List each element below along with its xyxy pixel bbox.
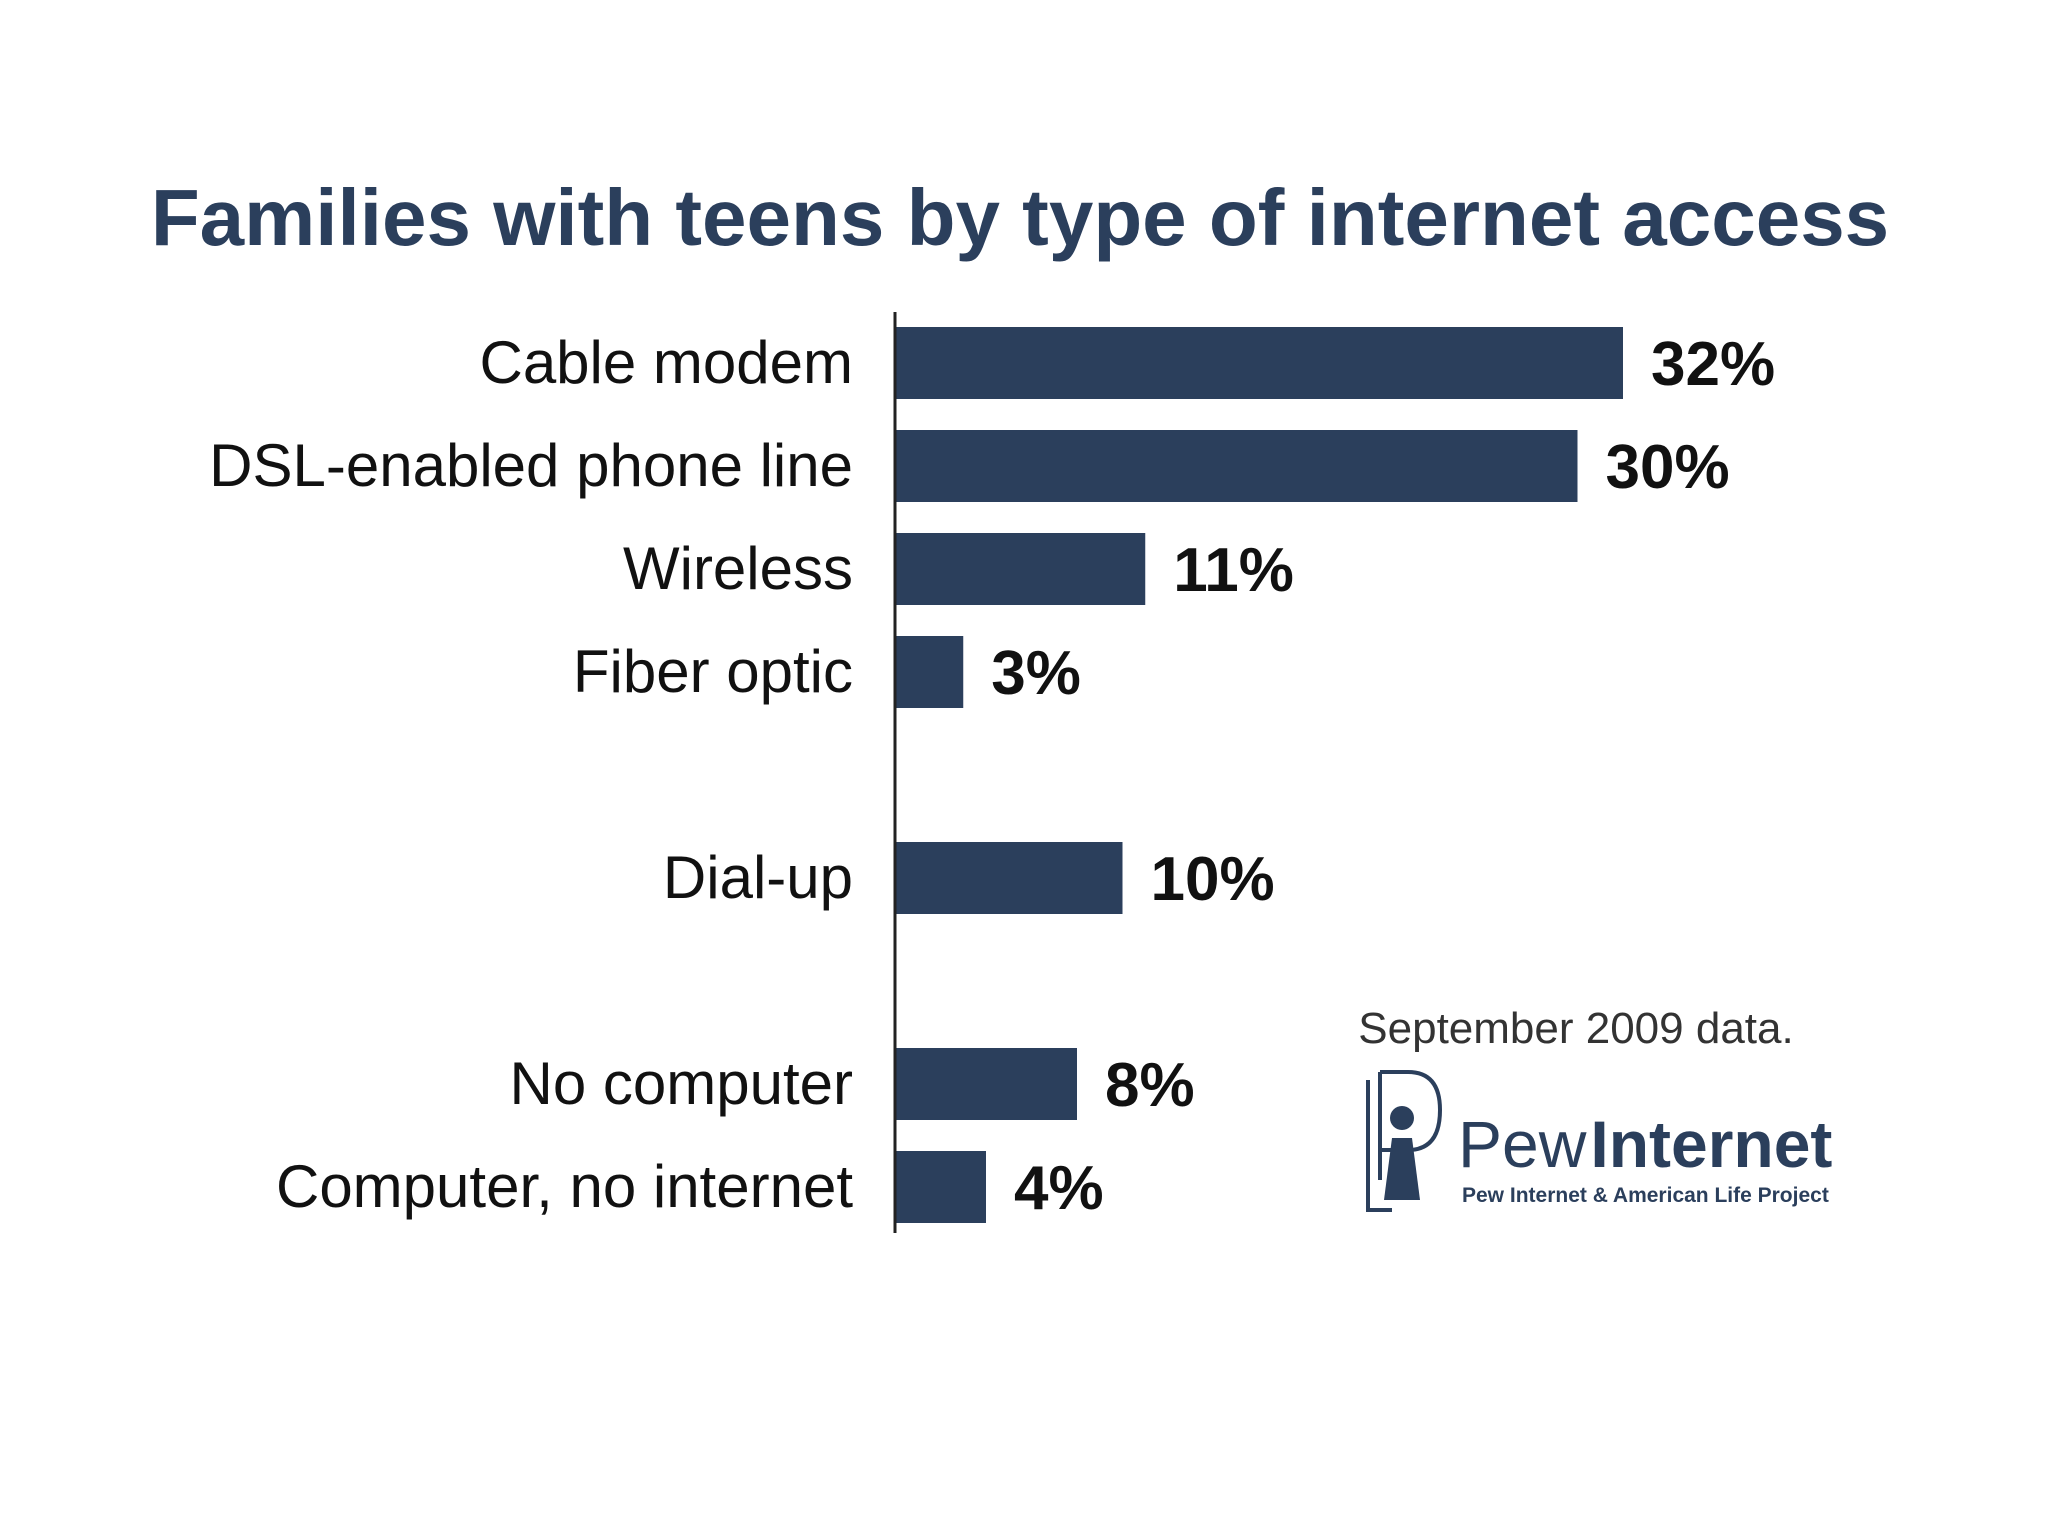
value-label-wireless: 11% (1173, 536, 1294, 605)
category-label-computer-no-internet: Computer, no internet (276, 1153, 853, 1220)
category-label-wireless: Wireless (623, 535, 853, 602)
pew-logo: PewInternet Pew Internet & American Life… (1366, 1070, 1832, 1212)
bar-dial-up (895, 842, 1123, 914)
bar-dsl-enabled-phone-line (895, 430, 1578, 502)
value-label-dsl-enabled-phone-line: 30% (1606, 433, 1730, 502)
value-label-fiber-optic: 3% (991, 639, 1081, 708)
category-label-dsl-enabled-phone-line: DSL-enabled phone line (209, 432, 853, 499)
value-label-dial-up: 10% (1151, 845, 1275, 914)
logo-name-part2: Internet (1590, 1107, 1832, 1181)
category-label-cable-modem: Cable modem (479, 329, 853, 396)
category-label-dial-up: Dial-up (663, 844, 853, 911)
value-label-cable-modem: 32% (1651, 330, 1775, 399)
category-label-fiber-optic: Fiber optic (573, 638, 853, 705)
value-label-computer-no-internet: 4% (1014, 1154, 1104, 1223)
bar-cable-modem (895, 327, 1623, 399)
bar-no-computer (895, 1048, 1077, 1120)
pew-logo-icon (1366, 1070, 1443, 1212)
category-label-no-computer: No computer (510, 1050, 853, 1117)
value-label-no-computer: 8% (1105, 1051, 1195, 1120)
bar-wireless (895, 533, 1146, 605)
logo-wordmark: PewInternet (1458, 1107, 1832, 1181)
logo-name-part1: Pew (1458, 1107, 1587, 1181)
bar-computer-no-internet (895, 1151, 986, 1223)
bar-fiber-optic (895, 636, 964, 708)
logo-tagline: Pew Internet & American Life Project (1462, 1184, 1829, 1207)
bars-group: Cable modem 32% DSL-enabled phone line 30% W… (209, 327, 1775, 1223)
chart-title: Families with teens by type of internet … (151, 173, 1889, 262)
data-date-note: September 2009 data. (1358, 1004, 1793, 1053)
